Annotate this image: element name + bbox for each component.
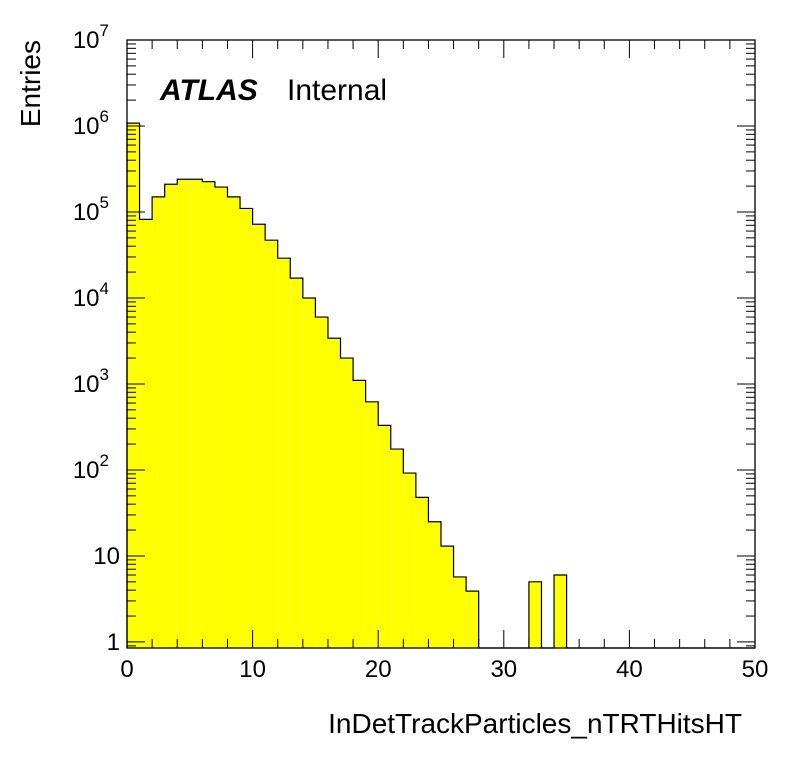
histogram-bar — [252, 224, 266, 648]
x-axis-title: InDetTrackParticles_nTRTHitsHT — [328, 708, 742, 739]
histogram-bar — [466, 591, 479, 648]
y-tick-label: 107 — [73, 21, 109, 54]
histogram-bar — [240, 208, 253, 649]
histogram-bar — [415, 497, 429, 648]
axis-ticks — [126, 39, 756, 648]
x-tick-label: 10 — [239, 656, 266, 683]
histogram-bar — [428, 521, 441, 648]
histogram-bars — [127, 123, 567, 649]
y-tick-label: 1 — [107, 629, 120, 656]
histogram-bar — [164, 184, 178, 649]
y-tick-label: 105 — [73, 193, 109, 226]
y-tick-labels: 1 10 102 103 104 105 106 107 — [73, 21, 120, 656]
y-tick-exponent: 3 — [100, 365, 109, 384]
histogram-bar — [189, 179, 203, 648]
y-tick-exponent: 6 — [100, 107, 109, 126]
histogram-bar — [315, 317, 328, 648]
histogram-bar — [177, 179, 190, 648]
histogram-bar — [340, 358, 354, 648]
y-tick-exponent: 2 — [100, 451, 109, 470]
internal-label: Internal — [287, 74, 387, 107]
x-tick-label: 40 — [616, 656, 643, 683]
plot-frame — [126, 39, 756, 649]
y-tick-label: 106 — [73, 107, 109, 140]
x-tick-label: 30 — [490, 656, 517, 683]
histogram-bar — [327, 338, 341, 648]
histogram-bar — [277, 258, 291, 648]
y-tick-exponent: 7 — [100, 21, 109, 40]
histogram-bar — [127, 123, 140, 649]
y-axis-title: Entries — [15, 40, 46, 127]
y-tick-label: 10 — [93, 543, 120, 570]
histogram-bar — [441, 546, 454, 648]
histogram-bar — [139, 219, 153, 648]
histogram-bar — [403, 473, 416, 648]
histogram-bar — [390, 449, 404, 648]
y-tick-exponent: 4 — [100, 279, 109, 298]
histogram-bar — [202, 181, 215, 649]
y-tick-label: 103 — [73, 365, 109, 398]
x-tick-label: 20 — [365, 656, 392, 683]
atlas-label: ATLAS — [159, 74, 258, 107]
histogram-bar — [554, 575, 567, 648]
histogram-bar — [152, 196, 165, 648]
histogram-bar — [528, 581, 542, 648]
y-tick-label: 104 — [73, 279, 109, 312]
histogram-bar — [453, 576, 467, 648]
histogram-bar — [214, 187, 228, 648]
x-tick-label: 50 — [742, 656, 769, 683]
histogram-bar — [365, 401, 379, 648]
histogram-bar — [265, 240, 278, 648]
y-tick-label: 102 — [73, 451, 109, 484]
histogram-bar — [227, 196, 241, 648]
x-tick-label: 0 — [120, 656, 133, 683]
histogram-bar — [378, 425, 391, 648]
histogram-bar — [353, 380, 366, 648]
y-tick-exponent: 5 — [100, 193, 109, 212]
histogram-bar — [290, 278, 303, 648]
histogram-bar — [302, 297, 316, 648]
x-tick-labels: 0 10 20 30 40 50 — [120, 656, 768, 683]
